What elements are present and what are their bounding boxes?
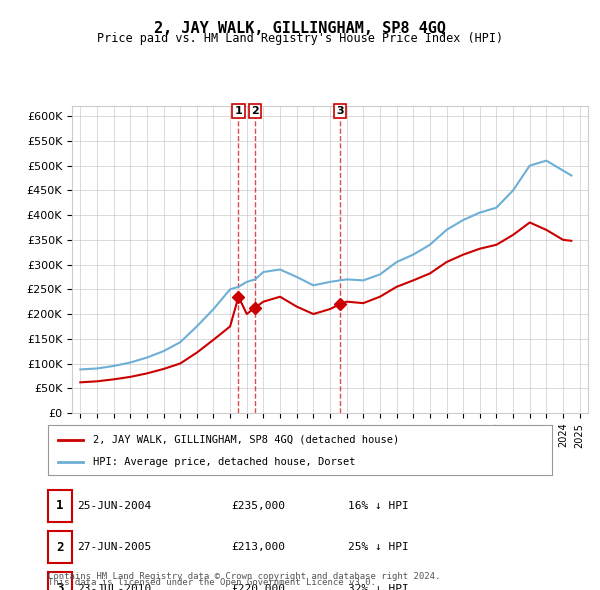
Text: £213,000: £213,000 [231, 542, 285, 552]
Text: Price paid vs. HM Land Registry's House Price Index (HPI): Price paid vs. HM Land Registry's House … [97, 32, 503, 45]
Text: 2: 2 [251, 106, 259, 116]
Text: 1: 1 [235, 106, 242, 116]
Text: 3: 3 [56, 582, 64, 590]
Text: HPI: Average price, detached house, Dorset: HPI: Average price, detached house, Dors… [94, 457, 356, 467]
Text: 25-JUN-2004: 25-JUN-2004 [77, 501, 151, 511]
Text: £235,000: £235,000 [231, 501, 285, 511]
Text: 2, JAY WALK, GILLINGHAM, SP8 4GQ (detached house): 2, JAY WALK, GILLINGHAM, SP8 4GQ (detach… [94, 435, 400, 445]
Text: 23-JUL-2010: 23-JUL-2010 [77, 584, 151, 590]
Text: 16% ↓ HPI: 16% ↓ HPI [347, 501, 409, 511]
Text: 25% ↓ HPI: 25% ↓ HPI [347, 542, 409, 552]
Text: 2, JAY WALK, GILLINGHAM, SP8 4GQ: 2, JAY WALK, GILLINGHAM, SP8 4GQ [154, 21, 446, 35]
Text: 1: 1 [56, 499, 64, 513]
Text: £220,000: £220,000 [231, 584, 285, 590]
Text: 2: 2 [56, 540, 64, 554]
Text: 32% ↓ HPI: 32% ↓ HPI [347, 584, 409, 590]
Text: Contains HM Land Registry data © Crown copyright and database right 2024.: Contains HM Land Registry data © Crown c… [48, 572, 440, 581]
Text: This data is licensed under the Open Government Licence v3.0.: This data is licensed under the Open Gov… [48, 578, 376, 587]
Text: 3: 3 [336, 106, 344, 116]
Text: 27-JUN-2005: 27-JUN-2005 [77, 542, 151, 552]
